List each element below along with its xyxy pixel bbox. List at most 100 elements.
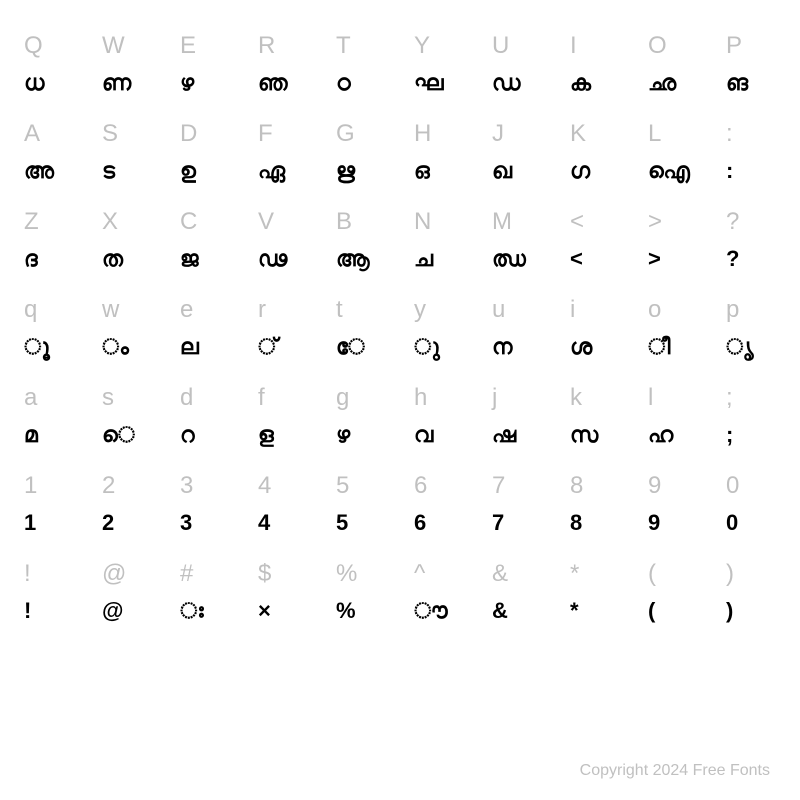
glyph-cell: ; [712,416,790,460]
glyph-cell: ഃ [166,592,244,636]
glyph-cell: < [556,240,634,284]
input-row: ZXCVBNM<>? [10,196,790,240]
input-cell: y [400,284,478,328]
input-cell: S [88,108,166,152]
input-cell: < [556,196,634,240]
glyph-cell: % [322,592,400,636]
input-cell: E [166,20,244,64]
glyph-cell: ൗ [400,592,478,636]
glyph-cell: ഠ [322,64,400,108]
input-cell: N [400,196,478,240]
input-cell: L [634,108,712,152]
glyph-cell: 0 [712,504,790,548]
glyph-cell: ഹ [634,416,712,460]
input-cell: T [322,20,400,64]
input-cell: D [166,108,244,152]
glyph-cell: ഐ [634,152,712,196]
glyph-cell: ധ [10,64,88,108]
glyph-cell: ് [244,328,322,372]
input-cell: ? [712,196,790,240]
glyph-cell: റ [166,416,244,460]
input-cell: ( [634,548,712,592]
input-cell: k [556,372,634,416]
input-cell: A [10,108,88,152]
input-cell: 8 [556,460,634,504]
glyph-cell: ജ [166,240,244,284]
glyph-cell: 3 [166,504,244,548]
input-row: 1234567890 [10,460,790,504]
input-cell: d [166,372,244,416]
input-cell: O [634,20,712,64]
input-row: ASDFGHJKL: [10,108,790,152]
glyph-cell: ല [166,328,244,372]
input-cell: H [400,108,478,152]
input-cell: X [88,196,166,240]
glyph-cell: ണ [88,64,166,108]
glyph-cell: * [556,592,634,636]
input-cell: 3 [166,460,244,504]
input-cell: 0 [712,460,790,504]
input-cell: 4 [244,460,322,504]
input-cell: u [478,284,556,328]
input-cell: V [244,196,322,240]
glyph-cell: ? [712,240,790,284]
glyph-cell: ം [88,328,166,372]
glyph-cell: 6 [400,504,478,548]
glyph-cell: ദ [10,240,88,284]
input-cell: g [322,372,400,416]
glyph-cell: ള [244,416,322,460]
input-cell: : [712,108,790,152]
input-cell: 1 [10,460,88,504]
glyph-row: ൂംല്േുനശീൃ [10,328,790,372]
glyph-cell: ഋ [322,152,400,196]
input-cell: @ [88,548,166,592]
input-cell: t [322,284,400,328]
glyph-row: അടഉഏഋഒഖഗഐ: [10,152,790,196]
glyph-cell: അ [10,152,88,196]
glyph-cell: ഝ [478,240,556,284]
glyph-cell: ു [400,328,478,372]
input-cell: > [634,196,712,240]
glyph-row: !@ഃ×%ൗ&*() [10,592,790,636]
glyph-cell: ൃ [712,328,790,372]
glyph-cell: ഴ [166,64,244,108]
input-row: qwertyuiop [10,284,790,328]
input-cell: j [478,372,556,416]
glyph-row: 1234567890 [10,504,790,548]
glyph-cell: മ [10,416,88,460]
input-cell: w [88,284,166,328]
input-cell: & [478,548,556,592]
glyph-cell: ന [478,328,556,372]
glyph-cell: സ [556,416,634,460]
input-cell: ^ [400,548,478,592]
input-row: asdfghjkl; [10,372,790,416]
glyph-cell: ഛ [634,64,712,108]
input-cell: r [244,284,322,328]
glyph-cell: ഴ [322,416,400,460]
input-cell: l [634,372,712,416]
glyph-cell: ഢ [244,240,322,284]
glyph-cell: ീ [634,328,712,372]
input-cell: * [556,548,634,592]
input-cell: K [556,108,634,152]
input-cell: 6 [400,460,478,504]
glyph-cell: 4 [244,504,322,548]
glyph-cell: െ [88,416,166,460]
glyph-cell: & [478,592,556,636]
input-cell: Y [400,20,478,64]
glyph-cell: ഡ [478,64,556,108]
input-cell: q [10,284,88,328]
glyph-cell: ഖ [478,152,556,196]
input-cell: F [244,108,322,152]
input-cell: 7 [478,460,556,504]
glyph-cell: 2 [88,504,166,548]
glyph-cell: ഏ [244,152,322,196]
glyph-cell: 9 [634,504,712,548]
table-body: QWERTYUIOPധണഴഞഠഘഡകഛങASDFGHJKL:അടഉഏഋഒഖഗഐ:… [10,20,790,636]
input-cell: P [712,20,790,64]
glyph-cell: ) [712,592,790,636]
input-cell: h [400,372,478,416]
glyph-cell: ! [10,592,88,636]
input-cell: a [10,372,88,416]
glyph-cell: ആ [322,240,400,284]
